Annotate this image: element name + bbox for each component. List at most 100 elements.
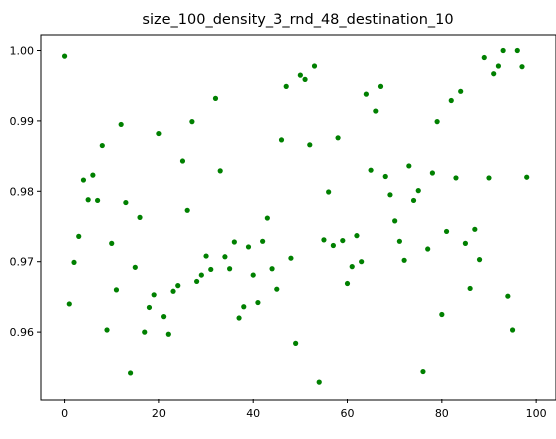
data-point-62 bbox=[354, 233, 360, 239]
data-point-42 bbox=[260, 238, 266, 244]
data-point-52 bbox=[307, 142, 313, 148]
data-point-3 bbox=[76, 233, 82, 239]
data-point-76 bbox=[420, 368, 426, 375]
data-point-48 bbox=[288, 255, 294, 261]
y-tick-label: 0.99 bbox=[10, 115, 35, 128]
data-point-95 bbox=[509, 327, 516, 333]
data-point-43 bbox=[264, 215, 270, 221]
data-point-44 bbox=[269, 266, 275, 272]
data-point-81 bbox=[443, 228, 450, 235]
data-point-57 bbox=[330, 242, 336, 249]
data-point-64 bbox=[363, 91, 369, 97]
data-point-4 bbox=[80, 177, 87, 183]
data-point-2 bbox=[71, 259, 77, 266]
y-axis-ticks: 0.96 0.97 0.98 0.99 1.00 bbox=[10, 44, 41, 339]
data-point-61 bbox=[349, 264, 355, 270]
data-point-30 bbox=[203, 253, 209, 259]
data-point-11 bbox=[113, 287, 120, 293]
data-point-88 bbox=[476, 257, 483, 263]
data-point-47 bbox=[283, 83, 289, 89]
chart-title: size_100_density_3_rnd_48_destination_10 bbox=[142, 12, 453, 28]
data-point-96 bbox=[514, 47, 520, 54]
x-tick-label: 40 bbox=[246, 407, 260, 420]
x-tick-label: 20 bbox=[152, 407, 166, 420]
data-point-86 bbox=[467, 285, 473, 292]
data-point-84 bbox=[458, 88, 464, 94]
data-point-85 bbox=[462, 240, 468, 246]
y-tick-label: 0.97 bbox=[10, 256, 35, 269]
data-point-15 bbox=[132, 264, 138, 270]
data-point-56 bbox=[326, 189, 332, 195]
data-point-79 bbox=[434, 119, 440, 125]
data-point-60 bbox=[344, 280, 351, 287]
data-point-67 bbox=[377, 83, 384, 89]
data-point-53 bbox=[311, 63, 318, 69]
data-point-32 bbox=[212, 95, 219, 101]
x-tick-label: 100 bbox=[526, 407, 547, 420]
data-point-28 bbox=[194, 278, 200, 285]
data-point-27 bbox=[189, 119, 195, 125]
data-point-82 bbox=[448, 97, 454, 104]
data-point-17 bbox=[142, 329, 148, 335]
data-point-25 bbox=[179, 158, 186, 164]
data-point-97 bbox=[519, 64, 525, 70]
data-point-20 bbox=[156, 130, 162, 137]
data-point-80 bbox=[439, 311, 445, 318]
y-tick-label: 1.00 bbox=[10, 44, 35, 57]
data-point-24 bbox=[175, 283, 181, 289]
data-point-23 bbox=[170, 288, 176, 294]
data-point-5 bbox=[85, 197, 91, 203]
data-point-16 bbox=[137, 214, 143, 220]
data-point-40 bbox=[250, 272, 256, 278]
data-point-26 bbox=[184, 207, 190, 213]
data-point-37 bbox=[236, 315, 242, 321]
data-point-6 bbox=[90, 172, 96, 178]
data-point-69 bbox=[387, 192, 393, 198]
data-point-74 bbox=[410, 197, 417, 204]
data-point-50 bbox=[297, 72, 303, 78]
data-point-13 bbox=[123, 199, 129, 206]
data-point-31 bbox=[208, 266, 214, 273]
data-point-18 bbox=[146, 304, 153, 311]
data-point-92 bbox=[495, 63, 502, 69]
data-point-75 bbox=[415, 188, 421, 194]
data-point-14 bbox=[128, 370, 134, 376]
data-point-41 bbox=[255, 299, 261, 306]
data-point-71 bbox=[396, 238, 402, 244]
data-point-94 bbox=[505, 293, 511, 299]
data-point-98 bbox=[524, 174, 530, 180]
data-point-19 bbox=[151, 292, 157, 298]
data-point-90 bbox=[486, 175, 492, 181]
data-point-7 bbox=[94, 197, 101, 204]
data-point-93 bbox=[500, 47, 506, 54]
data-point-59 bbox=[340, 237, 346, 244]
data-point-12 bbox=[118, 121, 124, 128]
data-point-39 bbox=[245, 244, 252, 250]
data-point-10 bbox=[109, 240, 115, 246]
data-point-0 bbox=[61, 53, 68, 59]
data-point-1 bbox=[66, 301, 72, 307]
x-axis-ticks: 0 20 40 60 80 100 bbox=[61, 399, 547, 420]
data-point-77 bbox=[425, 246, 431, 252]
data-point-46 bbox=[278, 137, 285, 143]
y-tick-label: 0.98 bbox=[10, 185, 35, 198]
data-point-63 bbox=[359, 259, 365, 265]
data-point-78 bbox=[429, 170, 435, 176]
points-layer bbox=[61, 47, 530, 385]
data-point-58 bbox=[335, 135, 341, 141]
y-tick-label: 0.96 bbox=[10, 326, 35, 339]
data-point-55 bbox=[321, 237, 327, 243]
data-point-36 bbox=[231, 239, 237, 245]
data-point-45 bbox=[274, 286, 280, 292]
x-tick-label: 60 bbox=[341, 407, 355, 420]
data-point-21 bbox=[161, 314, 167, 320]
x-tick-label: 0 bbox=[61, 407, 68, 420]
data-point-83 bbox=[453, 175, 459, 181]
data-point-33 bbox=[217, 168, 223, 174]
data-point-35 bbox=[227, 266, 233, 272]
x-tick-label: 80 bbox=[435, 407, 449, 420]
data-point-70 bbox=[392, 218, 398, 224]
data-point-9 bbox=[104, 327, 110, 333]
